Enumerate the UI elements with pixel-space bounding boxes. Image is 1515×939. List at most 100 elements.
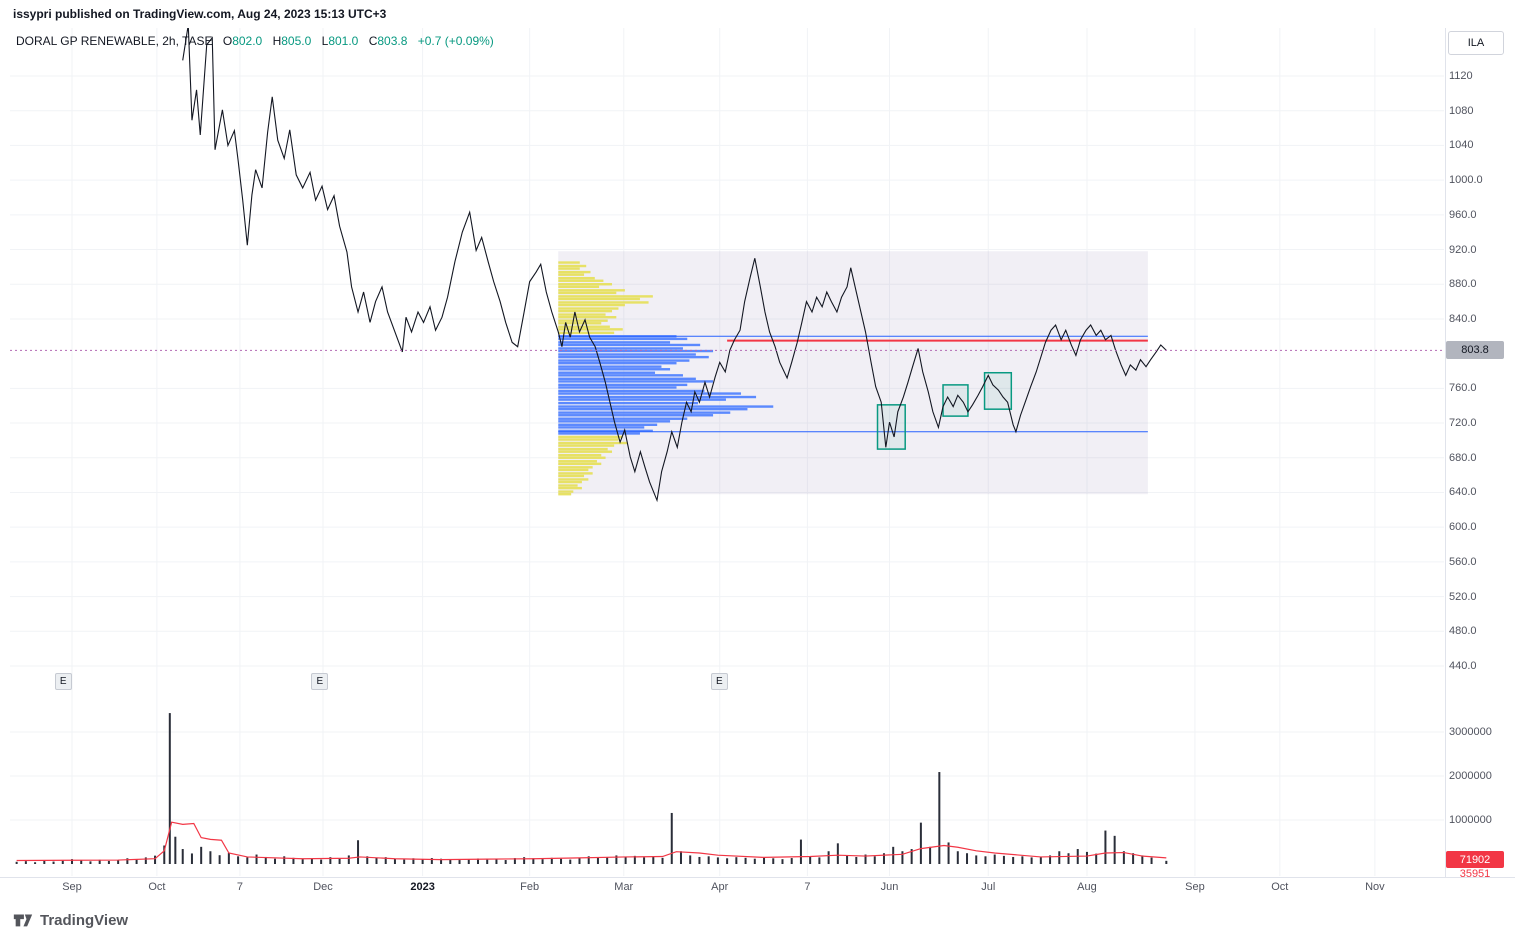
volume-bar <box>864 854 867 864</box>
volume-bar <box>966 853 969 864</box>
volume-bar <box>135 859 138 864</box>
volume-profile-row <box>558 349 714 353</box>
volume-profile-row <box>558 279 604 282</box>
volume-bar <box>947 842 950 864</box>
volume-profile-row <box>558 374 683 377</box>
position-box[interactable] <box>983 371 1013 410</box>
volume-bar <box>910 849 913 864</box>
volume-bar <box>375 857 378 864</box>
volume-bar <box>218 855 221 864</box>
volume-bar <box>1104 830 1107 864</box>
volume-bar <box>412 858 415 864</box>
volume-bar <box>818 857 821 864</box>
volume-profile-row <box>558 353 696 356</box>
volume-bar <box>264 856 267 864</box>
volume-bar <box>799 839 802 864</box>
earnings-marker[interactable]: E <box>311 673 329 690</box>
time-axis[interactable]: Sep Oct 7 Dec 2023 Feb Mar Apr 7 Jun Jul Aug Sep Oct N… <box>0 881 1515 901</box>
price-tick-label: 640.0 <box>1449 486 1477 499</box>
time-tick-label: 2023 <box>410 881 435 893</box>
volume-profile-row <box>558 456 606 459</box>
volume-profile-row <box>558 493 572 496</box>
volume-bar <box>1002 855 1005 864</box>
volume-profile-row <box>558 285 600 289</box>
volume-bar <box>763 857 766 864</box>
volume-bar <box>587 856 590 864</box>
price-tick-label: 720.0 <box>1449 417 1477 430</box>
volume-bar <box>772 858 775 864</box>
volume-profile-row <box>558 398 726 401</box>
volume-bar <box>975 855 978 864</box>
price-tick-label: 880.0 <box>1449 278 1477 291</box>
volume-bar <box>126 858 129 864</box>
close-value: 803.8 <box>377 34 408 48</box>
volume-bar <box>163 845 166 864</box>
volume-bar <box>1141 855 1144 864</box>
volume-tick-label: 1000000 <box>1449 814 1492 826</box>
volume-bar <box>1122 851 1125 864</box>
publisher-line: issypri published on TradingView.com, Au… <box>13 7 387 21</box>
volume-bar <box>52 861 55 864</box>
volume-profile-row <box>558 414 714 417</box>
low-value: 801.0 <box>328 34 359 48</box>
volume-bar <box>523 857 526 864</box>
volume-bar <box>827 851 830 864</box>
tradingview-logo-text: TradingView <box>40 911 129 929</box>
volume-bar <box>15 861 18 864</box>
volume-profile-row <box>558 309 613 313</box>
volume-profile-row <box>558 301 649 304</box>
time-tick-label: Aug <box>1077 881 1097 893</box>
volume-profile-row <box>558 466 593 469</box>
volume-bar <box>168 713 171 864</box>
volume-tick-label: 3000000 <box>1449 726 1492 738</box>
volume-profile-row <box>558 316 617 319</box>
volume-bar <box>855 856 858 864</box>
open-value: 802.0 <box>232 34 263 48</box>
price-axis[interactable]: 1120 1080 1040 1000.0 960.0 920.0 880.0 840.0 76… <box>1449 0 1513 939</box>
volume-bar <box>938 772 941 864</box>
volume-profile-row <box>558 319 608 322</box>
price-tick-label: 760.0 <box>1449 382 1477 395</box>
volume-profile-row <box>558 295 653 298</box>
volume-bar <box>726 858 729 864</box>
time-axis-border <box>0 877 1515 878</box>
volume-profile-row <box>558 328 623 331</box>
time-tick-label: Feb <box>520 881 540 893</box>
volume-profile-row <box>558 426 645 429</box>
currency-toggle[interactable]: ILA <box>1448 31 1504 55</box>
volume-bar <box>384 857 387 864</box>
volume-bar <box>237 856 240 864</box>
volume-profile-row <box>558 377 696 381</box>
highlight-region[interactable] <box>558 251 1148 495</box>
volume-bar <box>366 856 369 864</box>
earnings-marker[interactable]: E <box>54 673 72 690</box>
volume-profile-row <box>558 371 656 374</box>
volume-bar <box>541 859 544 864</box>
volume-bar <box>154 855 157 864</box>
symbol-title: DORAL GP RENEWABLE, 2h, TASE <box>16 34 213 48</box>
volume-profile-row <box>558 291 617 295</box>
volume-profile-row <box>558 337 688 341</box>
position-box[interactable] <box>942 384 969 417</box>
volume-bar <box>744 857 747 864</box>
volume-profile-row <box>558 417 688 420</box>
volume-bar <box>670 812 673 864</box>
volume-bar <box>956 851 959 864</box>
price-axis-border <box>1445 28 1446 877</box>
volume-bar <box>246 857 249 864</box>
volume-bar <box>1049 855 1052 864</box>
volume-profile-row <box>558 444 615 447</box>
volume-tick-label: 2000000 <box>1449 770 1492 782</box>
volume-bar <box>320 859 323 864</box>
volume-bar <box>209 851 212 864</box>
price-tick-label: 520.0 <box>1449 590 1477 603</box>
volume-profile-row <box>558 401 699 405</box>
price-tick-label: 600.0 <box>1449 521 1477 534</box>
tradingview-logo[interactable]: TradingView <box>12 909 128 931</box>
earnings-marker[interactable]: E <box>710 673 728 690</box>
volume-bar <box>357 840 360 864</box>
volume-profile-row <box>558 273 585 276</box>
volume-profile-row <box>558 331 615 335</box>
volume-bar <box>698 856 701 864</box>
